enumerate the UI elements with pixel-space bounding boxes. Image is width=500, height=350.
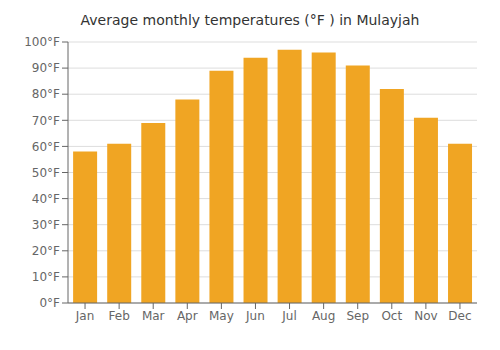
svg-text:20°F: 20°F: [32, 244, 60, 258]
svg-text:60°F: 60°F: [32, 140, 60, 154]
svg-text:30°F: 30°F: [32, 218, 60, 232]
svg-text:Feb: Feb: [109, 309, 130, 323]
svg-text:Apr: Apr: [177, 309, 198, 323]
svg-text:May: May: [209, 309, 234, 323]
svg-text:Jan: Jan: [75, 309, 95, 323]
svg-text:100°F: 100°F: [24, 35, 60, 49]
html-text:Average monthly temperatures (: Average monthly temperatures (°F ) in Mu…: [80, 12, 420, 28]
svg-text:Nov: Nov: [414, 309, 437, 323]
svg-text:Mar: Mar: [142, 309, 165, 323]
svg-text:80°F: 80°F: [32, 87, 60, 101]
svg-text:Aug: Aug: [312, 309, 335, 323]
svg-text:Dec: Dec: [448, 309, 471, 323]
svg-text:10°F: 10°F: [32, 270, 60, 284]
svg-text:Oct: Oct: [381, 309, 402, 323]
svg-text:Jun: Jun: [245, 309, 265, 323]
svg-text:90°F: 90°F: [32, 61, 60, 75]
svg-text:50°F: 50°F: [32, 166, 60, 180]
svg-text:Sep: Sep: [346, 309, 369, 323]
svg-text:0°F: 0°F: [39, 296, 60, 310]
svg-text:70°F: 70°F: [32, 114, 60, 128]
svg-text:40°F: 40°F: [32, 192, 60, 206]
svg-text:Jul: Jul: [281, 309, 296, 323]
